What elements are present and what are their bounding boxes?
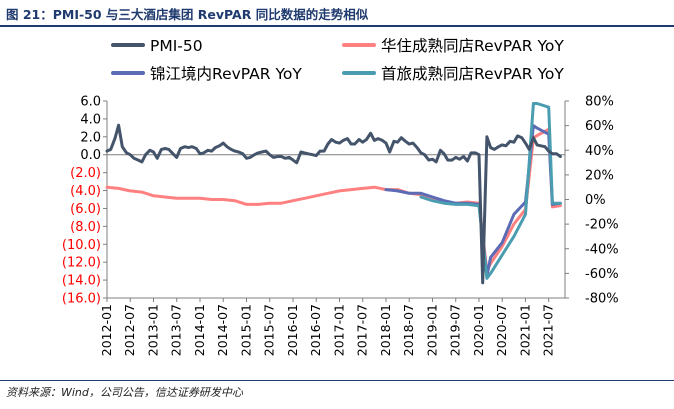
left-tick-label: (10.0)	[62, 238, 101, 253]
series-line-jinjiang-revpar	[384, 124, 562, 278]
legend-label: 首旅成熟同店RevPAR YoY	[381, 65, 564, 83]
right-tick-label: -60%	[585, 267, 619, 282]
series-line-huazhu-revpar	[105, 127, 562, 273]
left-tick-label: (4.0)	[70, 184, 101, 199]
x-tick-label: 2015-07	[262, 304, 277, 356]
right-tick-label: 60%	[585, 119, 614, 134]
x-tick-label: 2018-01	[378, 304, 393, 356]
x-tick-label: 2016-07	[308, 304, 323, 356]
x-tick-label: 2017-07	[355, 304, 370, 356]
left-tick-label: 6.0	[80, 95, 101, 110]
x-tick-label: 2021-07	[541, 304, 556, 356]
source-note: 资料来源：Wind，公司公告，信达证券研发中心	[6, 386, 243, 399]
left-tick-label: (6.0)	[70, 202, 101, 217]
legend-label: PMI-50	[150, 37, 203, 55]
legend-label: 锦江境内RevPAR YoY	[150, 64, 302, 83]
x-tick-label: 2015-01	[238, 304, 253, 356]
figure-title: 图 21：PMI-50 与三大酒店集团 RevPAR 同比数据的走势相似	[6, 7, 369, 22]
x-tick-label: 2018-07	[401, 304, 416, 356]
series-line-shoulv-revpar	[419, 102, 562, 280]
right-tick-label: -80%	[585, 292, 619, 307]
left-tick-label: 2.0	[80, 130, 101, 145]
x-tick-label: 2013-07	[169, 304, 184, 356]
left-tick-label: (14.0)	[62, 274, 101, 289]
right-tick-label: 0%	[585, 193, 606, 208]
legend-label: 华住成熟同店RevPAR YoY	[381, 37, 564, 55]
x-tick-label: 2014-07	[215, 304, 230, 356]
x-tick-label: 2013-01	[145, 304, 160, 356]
series-line-pmi-50	[105, 123, 562, 285]
right-tick-label: 20%	[585, 168, 614, 183]
x-tick-label: 2016-01	[285, 304, 300, 356]
left-tick-label: 0.0	[80, 148, 101, 163]
x-tick-label: 2020-07	[494, 304, 509, 356]
source-divider	[0, 380, 674, 381]
right-tick-label: -20%	[585, 218, 619, 233]
title-divider	[0, 25, 674, 27]
left-tick-label: (12.0)	[62, 256, 101, 271]
x-tick-label: 2012-01	[99, 304, 114, 356]
x-tick-label: 2020-01	[471, 304, 486, 356]
x-tick-label: 2019-01	[424, 304, 439, 356]
left-tick-label: (16.0)	[62, 292, 101, 307]
x-tick-label: 2021-01	[517, 304, 532, 356]
left-tick-label: (8.0)	[70, 220, 101, 235]
right-tick-label: 40%	[585, 144, 614, 159]
x-tick-label: 2012-07	[122, 304, 137, 356]
x-tick-label: 2017-01	[331, 304, 346, 356]
right-tick-label: 80%	[585, 95, 614, 110]
left-tick-label: 4.0	[80, 112, 101, 127]
left-tick-label: (2.0)	[70, 166, 101, 181]
x-tick-label: 2019-07	[448, 304, 463, 356]
x-tick-label: 2014-01	[192, 304, 207, 356]
right-tick-label: -40%	[585, 242, 619, 257]
